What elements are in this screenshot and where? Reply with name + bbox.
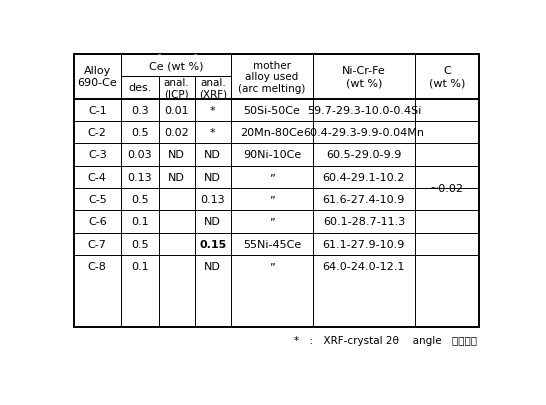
Text: 0.1: 0.1 <box>131 261 149 271</box>
Text: C-5: C-5 <box>88 194 106 205</box>
Text: C-1: C-1 <box>88 105 106 115</box>
Text: 0.1: 0.1 <box>131 217 149 227</box>
Bar <box>74 55 479 327</box>
Text: 0.13: 0.13 <box>200 194 225 205</box>
Text: 60.4-29.3-9.9-0.04Mn: 60.4-29.3-9.9-0.04Mn <box>304 128 424 138</box>
Text: anal.
(XRF): anal. (XRF) <box>199 77 227 99</box>
Text: 60.1-28.7-11.3: 60.1-28.7-11.3 <box>323 217 405 227</box>
Text: 64.0-24.0-12.1: 64.0-24.0-12.1 <box>323 261 405 271</box>
Text: ND: ND <box>168 172 185 182</box>
Text: ”: ” <box>269 194 275 205</box>
Text: 0.15: 0.15 <box>199 239 227 249</box>
Text: *: * <box>210 128 216 138</box>
Text: 0.3: 0.3 <box>131 105 149 115</box>
Text: 60.4-29.1-10.2: 60.4-29.1-10.2 <box>323 172 405 182</box>
Text: ”: ” <box>269 172 275 182</box>
Text: * : XRF-crystal 2θ  angle 보조분석: * : XRF-crystal 2θ angle 보조분석 <box>294 335 477 345</box>
Text: 0.5: 0.5 <box>131 128 149 138</box>
Text: *: * <box>210 105 216 115</box>
Text: Alloy
690-Ce: Alloy 690-Ce <box>78 66 117 88</box>
Text: ND: ND <box>204 150 221 160</box>
Text: ND: ND <box>204 172 221 182</box>
Text: 60.5-29.0-9.9: 60.5-29.0-9.9 <box>326 150 402 160</box>
Text: ND: ND <box>204 261 221 271</box>
Text: C-4: C-4 <box>88 172 107 182</box>
Text: C-3: C-3 <box>88 150 106 160</box>
Text: 0.01: 0.01 <box>164 105 189 115</box>
Text: 61.1-27.9-10.9: 61.1-27.9-10.9 <box>323 239 405 249</box>
Text: C
(wt %): C (wt %) <box>429 66 465 88</box>
Text: C-2: C-2 <box>88 128 107 138</box>
Text: 0.5: 0.5 <box>131 194 149 205</box>
Text: ”: ” <box>269 261 275 271</box>
Text: C-8: C-8 <box>88 261 107 271</box>
Text: 0.02: 0.02 <box>164 128 189 138</box>
Text: ~0.02: ~0.02 <box>430 183 464 193</box>
Text: Ce (wt %): Ce (wt %) <box>149 61 203 71</box>
Text: ND: ND <box>204 217 221 227</box>
Text: 59.7-29.3-10.0-0.4Si: 59.7-29.3-10.0-0.4Si <box>307 105 421 115</box>
Text: anal.
(ICP): anal. (ICP) <box>164 77 189 99</box>
Text: ”: ” <box>269 217 275 227</box>
Text: C-6: C-6 <box>88 217 106 227</box>
Text: 90Ni-10Ce: 90Ni-10Ce <box>243 150 301 160</box>
Text: 50Si-50Ce: 50Si-50Ce <box>244 105 300 115</box>
Bar <box>74 55 479 327</box>
Text: des.: des. <box>128 83 152 93</box>
Text: Ni-Cr-Fe
(wt %): Ni-Cr-Fe (wt %) <box>342 66 386 88</box>
Text: ND: ND <box>168 150 185 160</box>
Text: C-7: C-7 <box>88 239 107 249</box>
Text: mother
alloy used
(arc melting): mother alloy used (arc melting) <box>239 60 306 94</box>
Text: 20Mn-80Ce: 20Mn-80Ce <box>240 128 304 138</box>
Text: 55Ni-45Ce: 55Ni-45Ce <box>243 239 301 249</box>
Text: 0.03: 0.03 <box>128 150 152 160</box>
Text: 0.13: 0.13 <box>128 172 152 182</box>
Text: 0.5: 0.5 <box>131 239 149 249</box>
Text: 61.6-27.4-10.9: 61.6-27.4-10.9 <box>323 194 405 205</box>
